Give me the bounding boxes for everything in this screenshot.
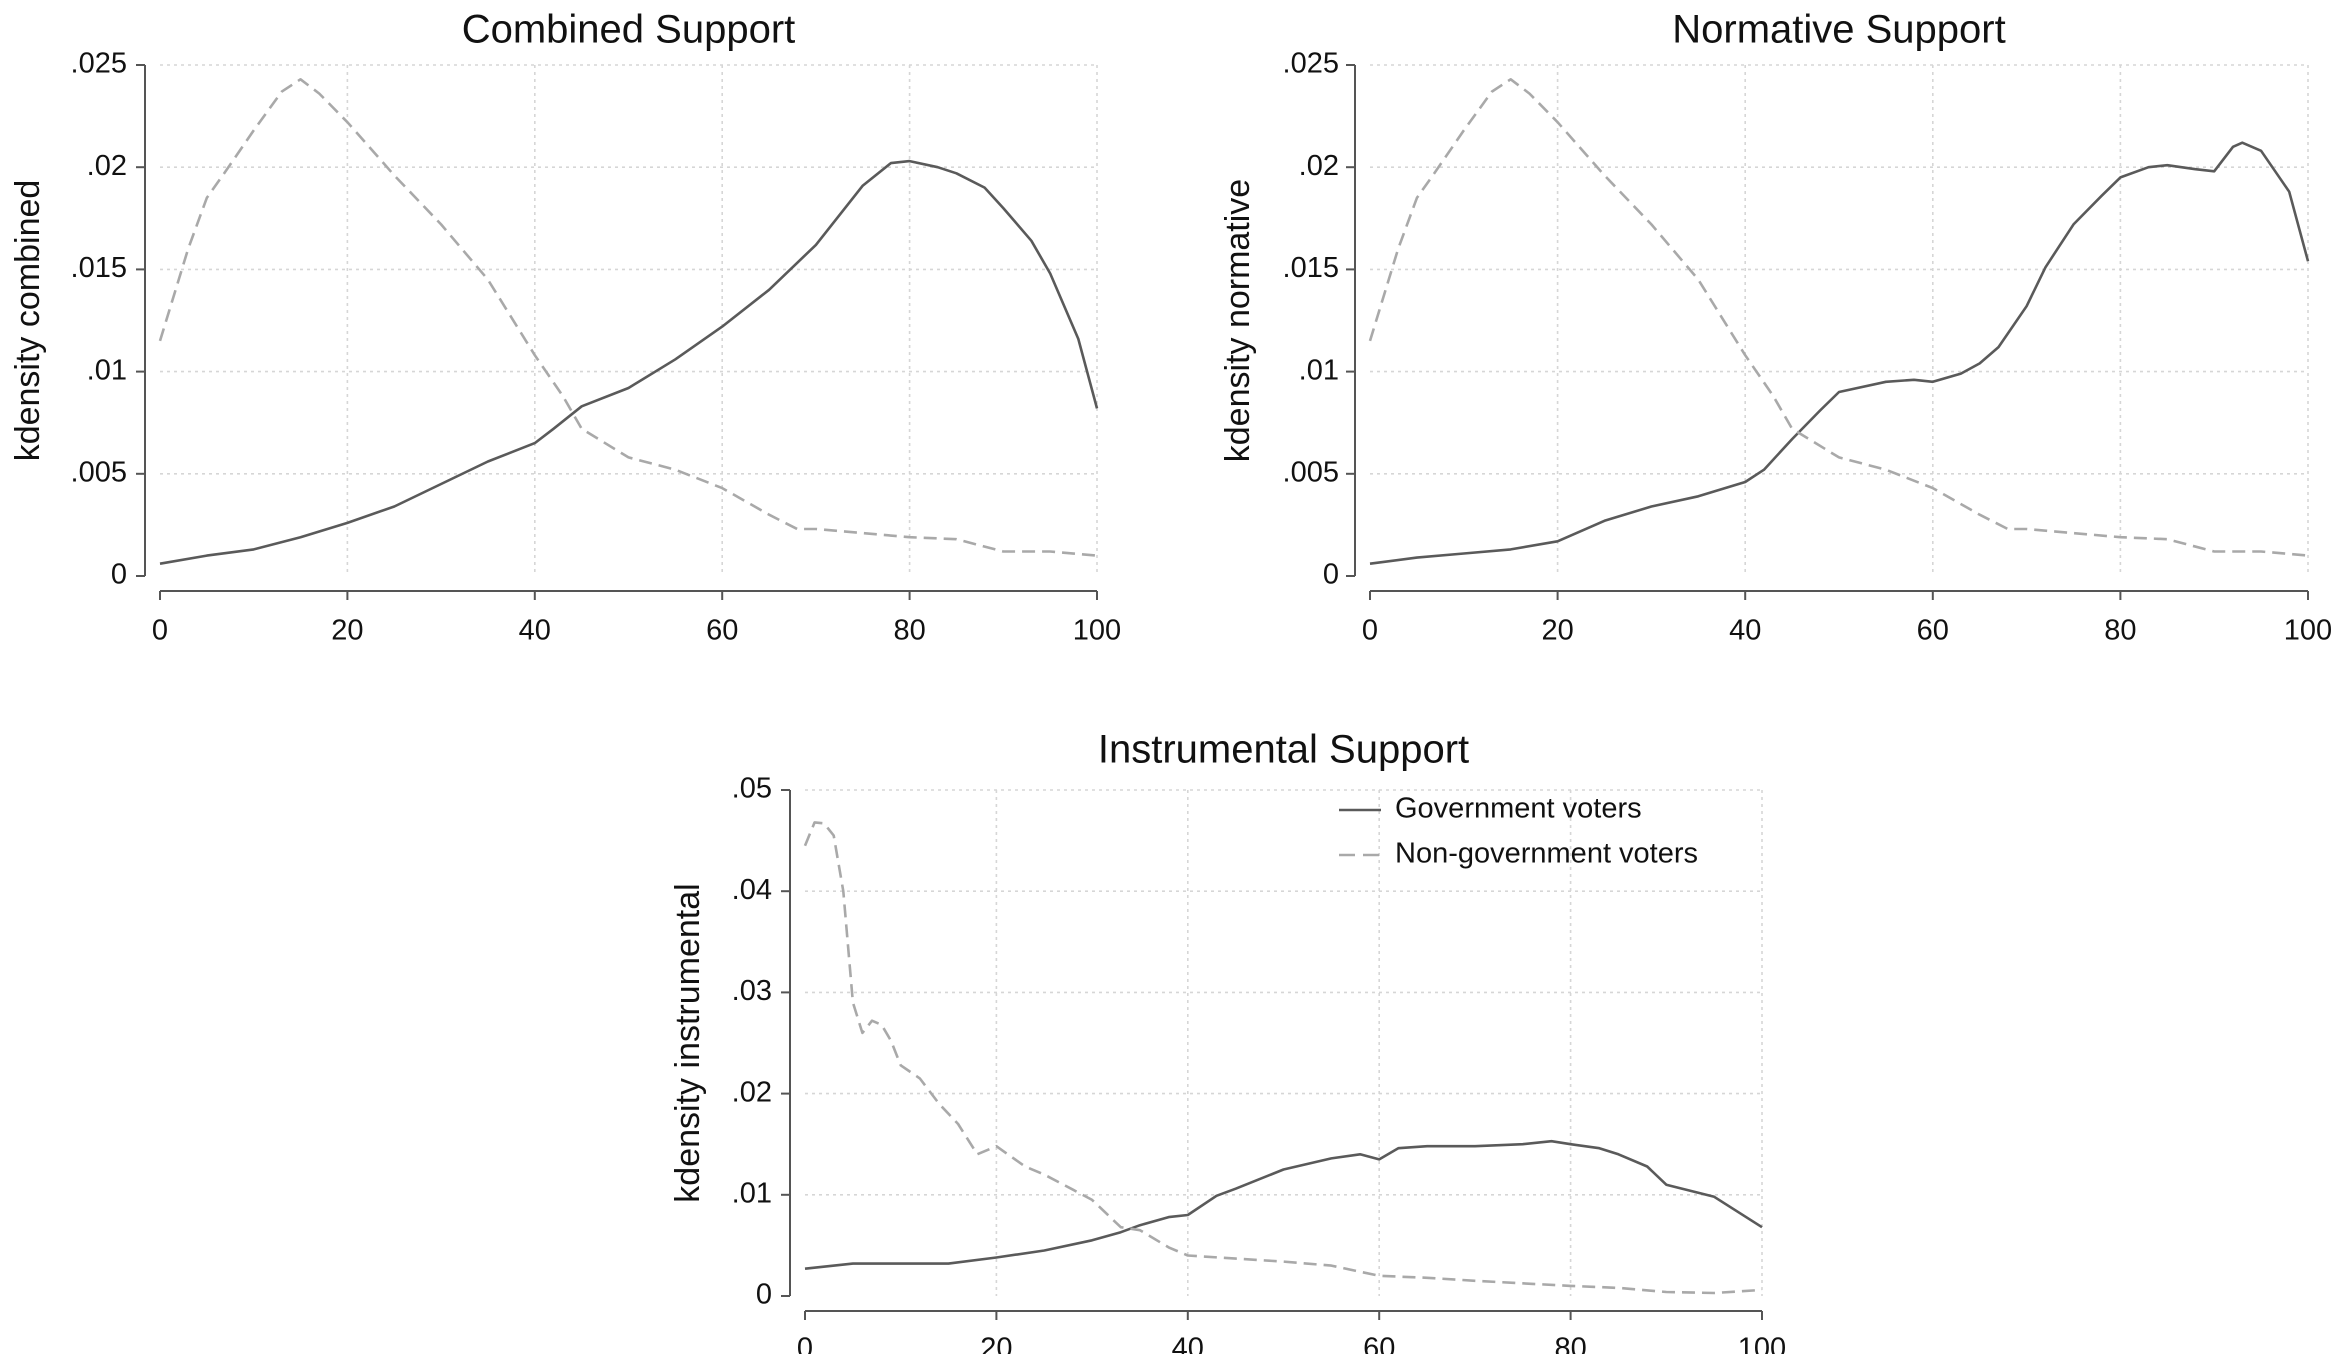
series-line-government-voters: [804, 1139, 1763, 1270]
panel-normative-support: Normative Support 0 .005 .01 .015 .02 .025 0 20 4…: [1219, 8, 2332, 647]
x-tick-label: 40: [1729, 615, 1761, 647]
x-tick-label: 80: [1554, 1333, 1586, 1354]
series-line-non-government-voters: [1368, 78, 2309, 557]
y-tick-label: .02: [1299, 150, 1339, 182]
y-tick-label: 0: [111, 559, 127, 591]
legend-label-non-government-voters: Non-government voters: [1395, 838, 1698, 870]
x-tick-label: 100: [1738, 1333, 1786, 1354]
x-tick-label: 0: [1362, 615, 1378, 647]
series-line-non-government-voters: [803, 821, 1763, 1295]
y-tick-label: .01: [87, 354, 127, 386]
y-tick-label: 0: [1323, 559, 1339, 591]
x-tick-label: 40: [1172, 1333, 1204, 1354]
y-tick-label: .01: [1299, 354, 1339, 386]
y-tick-label: .025: [1283, 48, 1339, 80]
x-tick-label: 20: [1541, 615, 1573, 647]
y-tick-label: .005: [1283, 456, 1339, 488]
panel-instrumental-support: Instrumental Support 0 .01 .02 .03 .04 .05 0 20 4…: [669, 728, 1786, 1354]
y-tick-label: .05: [732, 773, 772, 805]
series-line-government-voters: [159, 159, 1099, 565]
x-tick-label: 20: [331, 615, 363, 647]
y-tick-label: .015: [1283, 252, 1339, 284]
panel-instrumental-support-title: Instrumental Support: [1098, 728, 1469, 772]
panel-normative-support-y-axis-label: kdensity normative: [1219, 179, 1257, 462]
legend-label-government-voters: Government voters: [1395, 793, 1642, 825]
y-tick-label: .005: [71, 456, 127, 488]
y-tick-label: .015: [71, 252, 127, 284]
panel-combined-support-title: Combined Support: [462, 8, 796, 52]
y-tick-label: .02: [732, 1076, 772, 1108]
legend: Government voters Non-government voters: [1339, 793, 1698, 870]
x-tick-label: 80: [893, 615, 925, 647]
x-tick-label: 0: [152, 615, 168, 647]
x-tick-label: 100: [1073, 615, 1121, 647]
panel-combined-support: Combined Support 0 .005 .01 .015 .02 .025 0 20 40…: [9, 8, 1121, 647]
series-line-government-voters: [1369, 141, 2310, 565]
panel-instrumental-support-y-axis-label: kdensity instrumental: [669, 883, 707, 1202]
y-tick-label: .025: [71, 48, 127, 80]
x-tick-label: 60: [1917, 615, 1949, 647]
x-tick-label: 60: [706, 615, 738, 647]
y-tick-label: 0: [756, 1279, 772, 1311]
y-tick-label: .02: [87, 150, 127, 182]
y-tick-label: .03: [732, 975, 772, 1007]
series-line-non-government-voters: [158, 78, 1098, 557]
y-tick-label: .04: [732, 874, 772, 906]
x-tick-label: 0: [797, 1333, 813, 1354]
x-tick-label: 60: [1363, 1333, 1395, 1354]
x-tick-label: 80: [2104, 615, 2136, 647]
x-tick-label: 100: [2284, 615, 2332, 647]
x-tick-label: 20: [980, 1333, 1012, 1354]
panel-normative-support-title: Normative Support: [1672, 8, 2005, 52]
y-tick-label: .01: [732, 1177, 772, 1209]
x-tick-label: 40: [519, 615, 551, 647]
panel-combined-support-y-axis-label: kdensity combined: [9, 180, 47, 462]
